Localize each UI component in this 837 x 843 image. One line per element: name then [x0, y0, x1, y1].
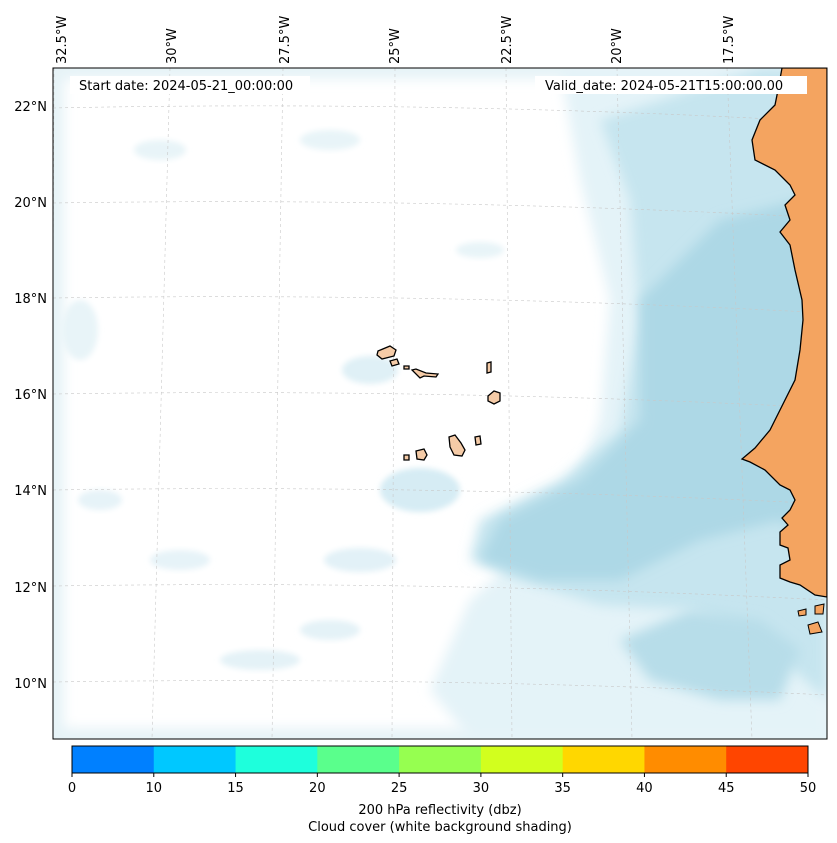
- map-frame: [52, 67, 828, 740]
- lat-label: 10°N: [14, 677, 47, 692]
- parallel-line: [53, 105, 827, 123]
- africa-mainland: [740, 68, 827, 598]
- cloud-dense-patch: [620, 610, 800, 700]
- island-maio: [474, 435, 482, 446]
- island-santiago: [448, 434, 466, 457]
- map-layers: Start date: 2024-05-21_00:00:00 Valid_da…: [53, 68, 827, 739]
- lat-label: 14°N: [14, 484, 47, 499]
- mainland-islet: [797, 608, 807, 617]
- colorbar-tick-label: 35: [554, 781, 571, 796]
- colorbar-cell: [399, 746, 482, 773]
- meridian-line: [616, 68, 633, 739]
- lat-label: 20°N: [14, 196, 47, 211]
- colorbar-cell: [726, 746, 809, 773]
- colorbar-tick-label: 50: [800, 781, 817, 796]
- lon-label: 17.5°W: [722, 16, 737, 64]
- lat-label: 12°N: [14, 581, 47, 596]
- island-sal: [486, 361, 492, 374]
- lat-label: 18°N: [14, 292, 47, 307]
- cape-verde-islands: [376, 345, 501, 461]
- colorbar-tick-label: 0: [68, 781, 76, 796]
- colorbar-cell: [235, 746, 318, 773]
- lat-label: 16°N: [14, 388, 47, 403]
- colorbar-tick-label: 30: [473, 781, 490, 796]
- cloud-patch: [324, 548, 396, 572]
- valid-date-label: Valid_date: 2024-05-21T15:00:00.00: [545, 79, 783, 94]
- mainland-islet: [814, 603, 825, 615]
- meridian-line: [151, 68, 171, 739]
- lon-label: 25°W: [388, 28, 403, 64]
- island-santa-luzia: [403, 365, 410, 370]
- parallel-line: [53, 296, 827, 314]
- cloud-patch: [78, 490, 122, 510]
- cloud-patch: [62, 300, 98, 360]
- cloud-patch: [456, 242, 504, 258]
- valid-date-box: [535, 76, 807, 94]
- meridian-line: [391, 68, 396, 739]
- island-sao-nicolau: [410, 368, 440, 379]
- longitude-labels: 32.5°W 30°W 27.5°W 25°W 22.5°W 20°W 17.5…: [55, 16, 737, 64]
- meridian-line: [271, 68, 284, 739]
- island-santo-antao: [376, 345, 397, 360]
- start-date-label: Start date: 2024-05-21_00:00:00: [79, 79, 293, 94]
- colorbar-tick-label: 20: [309, 781, 326, 796]
- colorbar-tick-label: 15: [227, 781, 244, 796]
- parallel-line: [53, 488, 827, 505]
- cloud-dense-band: [480, 200, 827, 580]
- colorbar-title: 200 hPa reflectivity (dbz): [358, 803, 521, 818]
- island-boa-vista: [487, 390, 501, 405]
- parallel-line: [53, 392, 827, 409]
- cloud-patch: [134, 140, 186, 160]
- colorbar-cell: [480, 746, 564, 773]
- meridian-line: [726, 68, 753, 739]
- colorbar-tick-label: 25: [391, 781, 408, 796]
- lon-label: 27.5°W: [278, 16, 293, 64]
- parallel-line: [53, 584, 827, 601]
- colorbar-cell: [644, 746, 727, 773]
- colorbar-subtitle: Cloud cover (white background shading): [308, 820, 572, 835]
- meridian-line: [505, 68, 513, 739]
- colorbar-ticks: 0 10 15 20 25 30 35 40 45 50: [68, 773, 816, 796]
- lon-label: 32.5°W: [55, 16, 70, 64]
- colorbar-frame: [71, 745, 809, 774]
- lon-label: 30°W: [165, 28, 180, 64]
- lat-label: 22°N: [14, 100, 47, 115]
- cloud-patch: [150, 550, 210, 570]
- parallel-line: [53, 680, 827, 696]
- cloud-patch: [342, 356, 398, 384]
- colorbar-cell: [72, 746, 155, 773]
- island-brava: [403, 454, 410, 461]
- cloud-cover-shading: [53, 68, 827, 739]
- colorbar-cell: [317, 746, 400, 773]
- cloud-patch: [300, 620, 360, 640]
- parallel-line: [53, 201, 827, 219]
- lon-label: 20°W: [610, 28, 625, 64]
- colorbar-tick-label: 40: [636, 781, 653, 796]
- colorbar-cell: [562, 746, 645, 773]
- cloud-patch: [220, 650, 300, 670]
- lon-label: 22.5°W: [500, 16, 515, 64]
- colorbar-cell: [153, 746, 237, 773]
- colorbar-tick-label: 10: [146, 781, 163, 796]
- colorbar-tick-label: 45: [718, 781, 735, 796]
- start-date-box: [70, 76, 310, 94]
- mainland-islet: [807, 621, 823, 635]
- latitude-labels: 22°N 20°N 18°N 16°N 14°N 12°N 10°N: [14, 100, 47, 692]
- colorbar-cells: [72, 746, 809, 773]
- graticule: [53, 68, 827, 739]
- island-fogo: [415, 448, 428, 461]
- island-sao-vicente: [389, 358, 400, 367]
- cloud-patch: [300, 130, 360, 150]
- colorbar: 0 10 15 20 25 30 35 40 45 50 200 hPa reflectivity…: [68, 745, 816, 835]
